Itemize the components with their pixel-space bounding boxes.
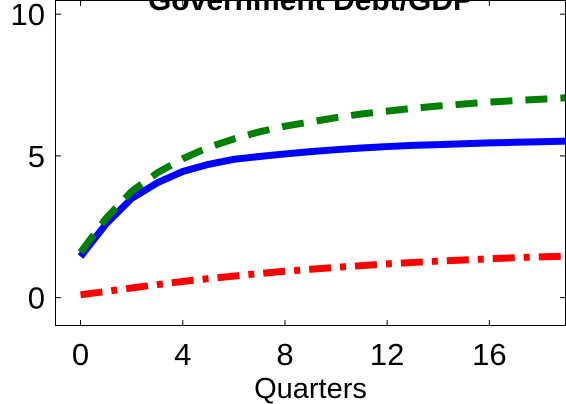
x-tick-label: 0 <box>72 337 89 372</box>
series-line-2 <box>80 252 566 299</box>
y-tick-label: 10 <box>11 0 45 32</box>
x-axis-label: Quarters <box>254 373 367 404</box>
series-layer <box>77 94 566 299</box>
series-line-0 <box>77 137 566 259</box>
plot-frame <box>55 0 566 326</box>
x-tick-label: 16 <box>472 337 506 372</box>
x-tick-label: 4 <box>174 337 191 372</box>
chart-title: Government Debt/GDP <box>148 0 473 17</box>
y-tick-label: 0 <box>28 281 45 316</box>
x-tick-label: 8 <box>276 337 293 372</box>
y-tick-label: 5 <box>28 139 45 174</box>
tick-layer: 0 4 8 12 16 0 5 10 <box>11 0 566 372</box>
series-line-1 <box>77 94 566 255</box>
x-tick-label: 12 <box>370 337 404 372</box>
